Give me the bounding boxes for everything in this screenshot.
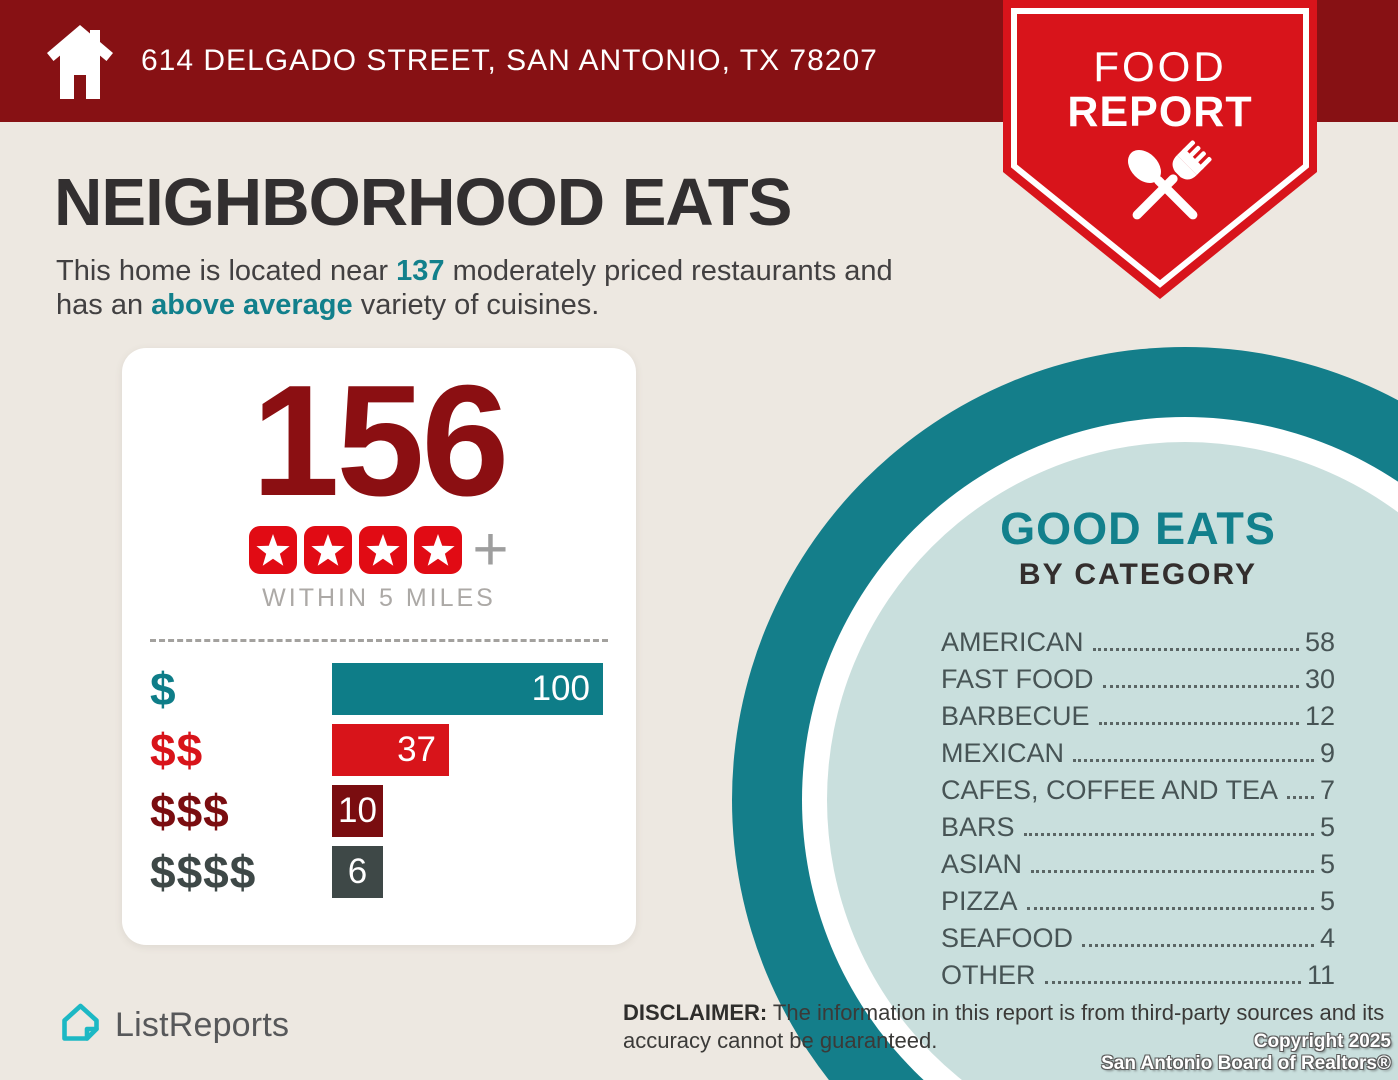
category-label: ASIAN	[941, 849, 1023, 879]
category-label: BARBECUE	[941, 701, 1090, 731]
dashed-divider	[150, 639, 608, 642]
category-count: 4	[1319, 923, 1335, 953]
dot-leader	[1102, 685, 1299, 688]
category-label: SEAFOOD	[941, 923, 1074, 953]
category-count: 5	[1319, 812, 1335, 842]
listreports-logo-icon	[57, 1000, 104, 1051]
variety-highlight: above average	[151, 289, 353, 321]
disclaimer: DISCLAIMER: The information in this repo…	[623, 999, 1385, 1055]
restaurant-count-highlight: 137	[396, 255, 445, 287]
listreports-logo-text: ListReports	[115, 1006, 290, 1044]
category-row: FAST FOOD 30	[941, 658, 1335, 695]
dot-leader	[1031, 870, 1314, 873]
category-row: OTHER 11	[941, 954, 1335, 991]
category-row: BARS 5	[941, 806, 1335, 843]
category-count: 30	[1304, 664, 1335, 694]
price-tier-bar: 100	[332, 663, 603, 715]
star-icon	[304, 526, 353, 574]
price-tier-bar: 37	[332, 724, 449, 776]
subtitle-text: variety of cuisines.	[352, 289, 600, 321]
category-count: 9	[1319, 738, 1335, 768]
house-icon	[47, 25, 113, 104]
category-label: MEXICAN	[941, 738, 1065, 768]
price-tier-row: $100	[150, 663, 636, 715]
subtitle-text: has an	[56, 289, 152, 321]
category-count: 7	[1319, 775, 1335, 805]
subtitle-text: This home is located near	[56, 255, 397, 287]
category-row: AMERICAN 58	[941, 621, 1335, 658]
category-row: ASIAN 5	[941, 843, 1335, 880]
food-report-ribbon: FOOD REPORT	[1003, 0, 1317, 307]
property-address: 614 DELGADO STREET, SAN ANTONIO, TX 7820…	[141, 44, 878, 77]
category-label: PIZZA	[941, 886, 1018, 916]
price-tier-bar-chart: $100 $$ 37 $$$ 10 $$$$ 6	[150, 663, 636, 898]
category-label: OTHER	[941, 960, 1036, 990]
category-count: 11	[1306, 960, 1335, 990]
disclaimer-text: The information in this report is from t…	[623, 1000, 1385, 1053]
category-count: 12	[1304, 701, 1335, 731]
listreports-logo: ListReports	[57, 1000, 289, 1051]
radius-label: WITHIN 5 MILES	[262, 584, 496, 612]
star-icon	[359, 526, 408, 574]
category-row: PIZZA 5	[941, 880, 1335, 917]
restaurant-total-count: 156	[251, 353, 510, 529]
copyright-notice: Copyright 2025 San Antonio Board of Real…	[1101, 1031, 1391, 1075]
price-tier-label: $$$$	[150, 846, 257, 898]
dot-leader	[1082, 944, 1314, 947]
page-subtitle: This home is located near 137 moderately…	[56, 254, 1016, 322]
spoon-fork-icon	[1128, 140, 1212, 220]
disclaimer-label: DISCLAIMER:	[623, 1000, 768, 1025]
price-tier-row: $$$ 10	[150, 785, 636, 837]
price-tier-bar: 10	[332, 785, 383, 837]
copyright-line2: San Antonio Board of Realtors®	[1101, 1053, 1391, 1074]
category-label: FAST FOOD	[941, 664, 1094, 694]
category-count: 58	[1304, 627, 1335, 657]
category-label: BARS	[941, 812, 1015, 842]
subtitle-text: moderately priced restaurants and	[444, 255, 893, 287]
copyright-line1: Copyright 2025	[1253, 1031, 1391, 1052]
category-count: 5	[1319, 886, 1335, 916]
good-eats-title: GOOD EATS	[1000, 503, 1276, 554]
good-eats-panel: GOOD EATS BY CATEGORY AMERICAN 58 FAST FOO…	[941, 503, 1335, 991]
price-tier-row: $$ 37	[150, 724, 636, 776]
star-icon	[249, 526, 298, 574]
star-icon	[414, 526, 463, 574]
category-label: CAFES, COFFEE AND TEA	[941, 775, 1279, 805]
rating-row: +	[122, 515, 636, 584]
price-tier-bar: 6	[332, 846, 383, 898]
category-row: SEAFOOD 4	[941, 917, 1335, 954]
dot-leader	[1044, 981, 1301, 984]
ribbon-line1: FOOD	[1093, 43, 1226, 90]
page-title: NEIGHBORHOOD EATS	[54, 165, 792, 240]
good-eats-subtitle: BY CATEGORY	[1018, 558, 1258, 591]
dot-leader	[1287, 796, 1314, 799]
dot-leader	[1026, 907, 1314, 910]
dot-leader	[1073, 759, 1314, 762]
price-tier-label: $$$	[150, 785, 230, 837]
category-row: CAFES, COFFEE AND TEA 7	[941, 769, 1335, 806]
category-row: BARBECUE 12	[941, 695, 1335, 732]
category-list: AMERICAN 58 FAST FOOD 30 BARBECUE 12 MEXICAN 9 C…	[941, 621, 1335, 991]
plus-icon: +	[472, 515, 509, 584]
dot-leader	[1092, 648, 1299, 651]
star-rating	[249, 526, 463, 574]
price-tier-label: $$	[150, 724, 204, 776]
dot-leader	[1098, 722, 1299, 725]
ribbon-line2: REPORT	[1067, 88, 1252, 136]
category-count: 5	[1319, 849, 1335, 879]
restaurant-stats-card: 156 + WITHIN 5 MILES $100 $$ 37 $$$ 10 $$$$ 6	[122, 348, 636, 945]
category-row: MEXICAN 9	[941, 732, 1335, 769]
dot-leader	[1023, 833, 1314, 836]
price-tier-label: $	[150, 663, 177, 715]
category-label: AMERICAN	[941, 627, 1084, 657]
price-tier-row: $$$$ 6	[150, 846, 636, 898]
